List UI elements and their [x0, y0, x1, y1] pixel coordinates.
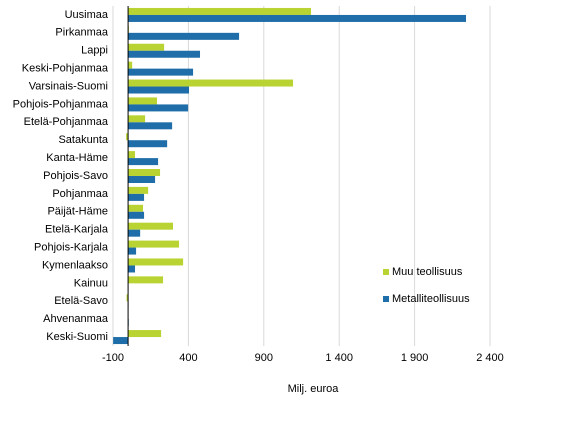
bar — [128, 80, 293, 87]
bar — [128, 212, 144, 219]
legend-swatch — [383, 269, 389, 275]
x-axis-label: Milj. euroa — [288, 383, 340, 395]
bar — [128, 330, 161, 337]
y-tick-label: Etelä-Pohjanmaa — [24, 116, 109, 128]
y-tick-label: Etelä-Karjala — [45, 224, 109, 236]
bar — [128, 104, 188, 111]
y-tick-label: Päijät-Häme — [47, 206, 108, 218]
x-tick-label: 1 400 — [325, 352, 353, 364]
legend-swatch — [383, 296, 389, 302]
bar — [128, 97, 157, 104]
y-tick-label: Keski-Pohjanmaa — [22, 63, 109, 75]
bar — [128, 151, 135, 158]
y-tick-label: Keski-Suomi — [46, 331, 108, 343]
bar — [128, 194, 144, 201]
bar — [128, 69, 193, 76]
bar — [128, 33, 239, 40]
bar — [128, 241, 179, 248]
bar — [128, 230, 140, 237]
bar — [128, 15, 466, 22]
x-tick-label: 1 900 — [401, 352, 429, 364]
y-tick-label: Etelä-Savo — [54, 295, 108, 307]
bar — [128, 258, 183, 265]
bar — [128, 122, 172, 129]
legend-label: Muu teollisuus — [392, 266, 463, 278]
bar — [128, 205, 143, 212]
y-tick-label: Pohjanmaa — [52, 188, 109, 200]
bar — [128, 62, 132, 69]
bar — [128, 248, 136, 255]
bar — [128, 276, 163, 283]
bar — [128, 51, 200, 58]
y-tick-label: Kymenlaakso — [42, 259, 108, 271]
bar — [128, 169, 160, 176]
y-tick-label: Uusimaa — [65, 9, 109, 21]
bar — [128, 223, 173, 230]
legend-label: Metalliteollisuus — [392, 293, 470, 305]
y-tick-label: Lappi — [81, 45, 108, 57]
bar — [128, 44, 164, 51]
y-tick-label: Ahvenanmaa — [43, 313, 109, 325]
bar — [128, 140, 167, 147]
x-tick-label: 900 — [255, 352, 273, 364]
y-tick-label: Pohjois-Karjala — [34, 241, 109, 253]
x-tick-label: 2 400 — [476, 352, 504, 364]
bar — [128, 176, 155, 183]
bar — [128, 115, 145, 122]
y-tick-label: Kanta-Häme — [46, 152, 108, 164]
y-tick-label: Pohjois-Savo — [43, 170, 108, 182]
bar — [113, 337, 128, 344]
y-tick-label: Varsinais-Suomi — [29, 80, 108, 92]
bar — [128, 265, 135, 272]
x-tick-label: -100 — [102, 352, 124, 364]
bar — [128, 158, 158, 165]
x-tick-label: 400 — [179, 352, 197, 364]
bar — [128, 8, 311, 15]
bar — [128, 187, 148, 194]
bar — [128, 87, 189, 94]
y-tick-label: Satakunta — [58, 134, 108, 146]
y-tick-label: Pirkanmaa — [55, 27, 108, 39]
y-tick-label: Pohjois-Pohjanmaa — [13, 98, 109, 110]
y-tick-label: Kainuu — [74, 277, 108, 289]
